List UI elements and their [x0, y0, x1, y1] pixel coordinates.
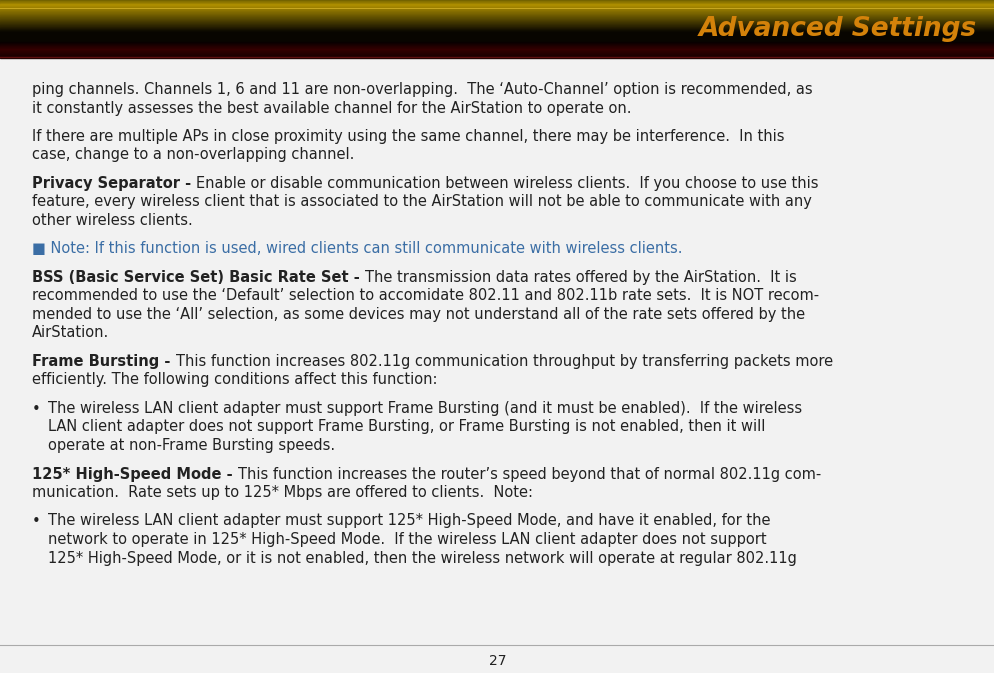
Bar	[0, 19, 994, 20]
Bar	[0, 49, 994, 50]
Text: If there are multiple APs in close proximity using the same channel, there may b: If there are multiple APs in close proxi…	[32, 129, 783, 144]
Bar	[0, 16, 994, 17]
Text: This function increases the router’s speed beyond that of normal 802.11g com-: This function increases the router’s spe…	[238, 466, 820, 481]
Text: 27: 27	[488, 654, 506, 668]
Bar	[0, 34, 994, 35]
Text: AirStation.: AirStation.	[32, 326, 109, 341]
Bar	[0, 26, 994, 27]
Bar	[0, 42, 994, 43]
Text: The transmission data rates offered by the AirStation.  It is: The transmission data rates offered by t…	[365, 270, 796, 285]
Bar	[0, 23, 994, 24]
Bar	[0, 36, 994, 37]
Bar	[0, 15, 994, 16]
Text: Advanced Settings: Advanced Settings	[698, 16, 976, 42]
Text: LAN client adapter does not support Frame Bursting, or Frame Bursting is not ena: LAN client adapter does not support Fram…	[48, 419, 764, 435]
Bar	[0, 9, 994, 10]
Bar	[0, 20, 994, 21]
Text: •: •	[31, 402, 40, 417]
Bar	[0, 6, 994, 7]
Bar	[0, 2, 994, 3]
Bar	[0, 57, 994, 58]
Text: other wireless clients.: other wireless clients.	[32, 213, 193, 228]
Bar	[0, 30, 994, 31]
Text: munication.  Rate sets up to 125* Mbps are offered to clients.  Note:: munication. Rate sets up to 125* Mbps ar…	[32, 485, 533, 500]
Bar	[0, 29, 994, 30]
Text: The wireless LAN client adapter must support 125* High-Speed Mode, and have it e: The wireless LAN client adapter must sup…	[48, 513, 769, 528]
Bar	[0, 5, 994, 6]
Bar	[0, 35, 994, 36]
Text: 125* High-Speed Mode -: 125* High-Speed Mode -	[32, 466, 238, 481]
Bar	[0, 48, 994, 49]
Bar	[0, 28, 994, 29]
Bar	[0, 38, 994, 39]
Text: network to operate in 125* High-Speed Mode.  If the wireless LAN client adapter : network to operate in 125* High-Speed Mo…	[48, 532, 765, 547]
Bar	[0, 53, 994, 54]
Bar	[0, 47, 994, 48]
Bar	[0, 56, 994, 57]
Bar	[0, 44, 994, 45]
Text: ping channels. Channels 1, 6 and 11 are non-overlapping.  The ‘Auto-Channel’ opt: ping channels. Channels 1, 6 and 11 are …	[32, 82, 812, 97]
Text: case, change to a non-overlapping channel.: case, change to a non-overlapping channe…	[32, 147, 354, 162]
Bar	[0, 3, 994, 4]
Text: feature, every wireless client that is associated to the AirStation will not be : feature, every wireless client that is a…	[32, 194, 811, 209]
Bar	[0, 8, 994, 9]
Text: recommended to use the ‘Default’ selection to accomidate 802.11 and 802.11b rate: recommended to use the ‘Default’ selecti…	[32, 289, 818, 304]
Bar	[0, 46, 994, 47]
Bar	[0, 7, 994, 8]
Bar	[0, 17, 994, 18]
Bar	[0, 55, 994, 56]
Bar	[0, 54, 994, 55]
Bar	[0, 39, 994, 40]
Bar	[0, 13, 994, 15]
Bar	[0, 27, 994, 28]
Text: ■ Note: If this function is used, wired clients can still communicate with wirel: ■ Note: If this function is used, wired …	[32, 242, 682, 256]
Bar	[0, 43, 994, 44]
Bar	[0, 25, 994, 26]
Bar	[0, 18, 994, 19]
Text: BSS (Basic Service Set) Basic Rate Set -: BSS (Basic Service Set) Basic Rate Set -	[32, 270, 365, 285]
Text: This function increases 802.11g communication throughput by transferring packets: This function increases 802.11g communic…	[175, 354, 832, 369]
Text: efficiently. The following conditions affect this function:: efficiently. The following conditions af…	[32, 372, 437, 388]
Bar	[0, 0, 994, 1]
Bar	[0, 4, 994, 5]
Bar	[0, 51, 994, 52]
Text: The wireless LAN client adapter must support Frame Bursting (and it must be enab: The wireless LAN client adapter must sup…	[48, 401, 801, 416]
Text: Enable or disable communication between wireless clients.  If you choose to use : Enable or disable communication between …	[196, 176, 818, 191]
Bar	[0, 41, 994, 42]
Bar	[0, 12, 994, 13]
Bar	[0, 11, 994, 12]
Bar	[0, 37, 994, 38]
Bar	[0, 45, 994, 46]
Text: it constantly assesses the best available channel for the AirStation to operate : it constantly assesses the best availabl…	[32, 100, 631, 116]
Bar	[0, 22, 994, 23]
Bar	[0, 31, 994, 32]
Bar	[0, 10, 994, 11]
Text: Frame Bursting -: Frame Bursting -	[32, 354, 175, 369]
Text: 125* High-Speed Mode, or it is not enabled, then the wireless network will opera: 125* High-Speed Mode, or it is not enabl…	[48, 551, 796, 565]
Bar	[0, 50, 994, 51]
Bar	[0, 40, 994, 41]
Text: operate at non-Frame Bursting speeds.: operate at non-Frame Bursting speeds.	[48, 438, 335, 453]
Bar	[0, 24, 994, 25]
Text: •: •	[31, 514, 40, 530]
Text: Privacy Separator -: Privacy Separator -	[32, 176, 196, 191]
Bar	[0, 52, 994, 53]
Text: mended to use the ‘All’ selection, as some devices may not understand all of the: mended to use the ‘All’ selection, as so…	[32, 307, 804, 322]
Bar	[0, 1, 994, 2]
Bar	[0, 21, 994, 22]
Bar	[0, 32, 994, 34]
